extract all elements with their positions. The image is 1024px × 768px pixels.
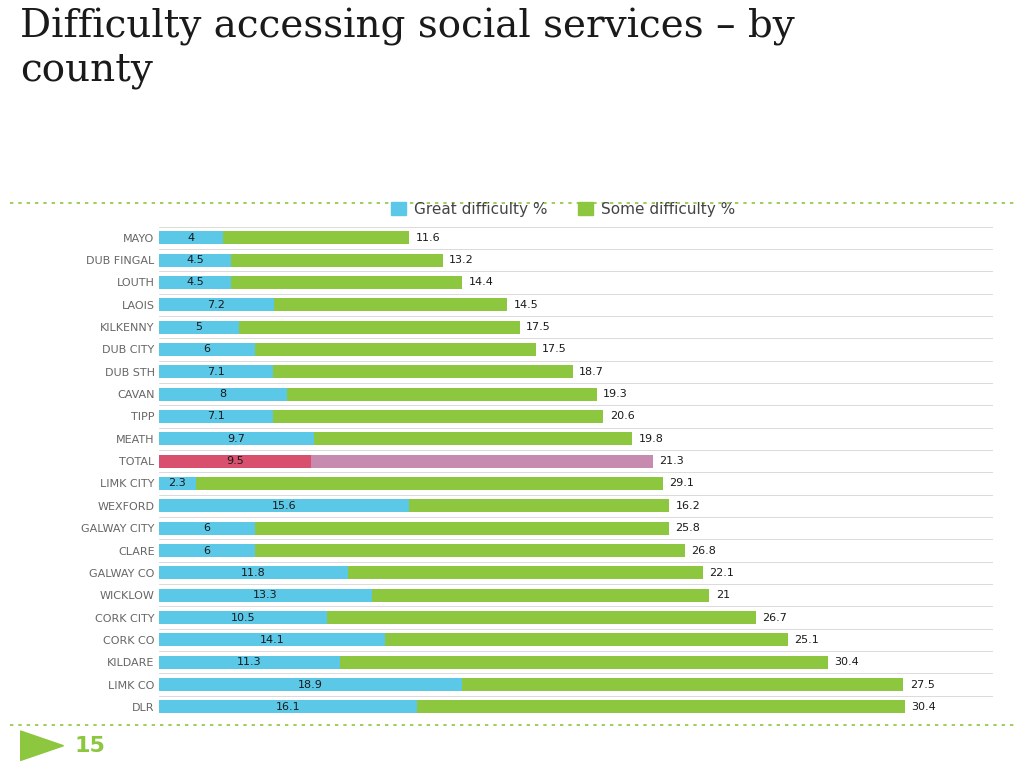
Bar [159,656,340,669]
Bar [159,700,417,713]
Bar [159,253,231,266]
Text: 11.3: 11.3 [238,657,262,667]
Bar [159,410,272,423]
Text: 7.2: 7.2 [208,300,225,310]
Text: 30.4: 30.4 [911,702,936,712]
Text: 13.2: 13.2 [450,255,474,265]
Bar [231,253,442,266]
Text: 19.3: 19.3 [603,389,628,399]
Text: 6: 6 [204,523,210,533]
Text: 9.7: 9.7 [227,434,246,444]
Text: 2.3: 2.3 [168,478,186,488]
Text: 22.1: 22.1 [710,568,734,578]
Bar [462,678,903,691]
Bar [159,678,462,691]
Text: 10.5: 10.5 [230,613,255,623]
Bar [159,231,223,244]
Text: 17.5: 17.5 [543,344,567,355]
Bar [159,544,255,557]
Text: 26.7: 26.7 [762,613,787,623]
Text: 27.5: 27.5 [909,680,935,690]
Text: 5: 5 [196,322,203,332]
Bar [348,566,702,579]
Text: 26.8: 26.8 [691,545,717,555]
Text: 4.5: 4.5 [186,255,204,265]
Text: 29.1: 29.1 [669,478,694,488]
Bar [255,544,685,557]
Bar [159,320,239,333]
Bar [223,231,409,244]
Legend: Great difficulty %, Some difficulty %: Great difficulty %, Some difficulty % [391,202,735,217]
Text: 15.6: 15.6 [271,501,296,511]
Bar [159,477,196,490]
Bar [274,298,507,311]
Polygon shape [20,731,63,760]
Text: 30.4: 30.4 [835,657,859,667]
Bar [311,455,653,468]
Text: 11.6: 11.6 [416,233,440,243]
Bar [159,298,274,311]
Text: 25.8: 25.8 [676,523,700,533]
Bar [159,634,385,647]
Text: 9.5: 9.5 [226,456,244,466]
Text: 4: 4 [187,233,195,243]
Text: 4.5: 4.5 [186,277,204,287]
Text: 11.8: 11.8 [241,568,266,578]
Text: 16.2: 16.2 [676,501,700,511]
Text: Difficulty accessing social services – by
county: Difficulty accessing social services – b… [20,8,796,89]
Bar [159,432,314,445]
Bar [239,320,520,333]
Bar [287,388,597,401]
Bar [159,499,409,512]
Bar [196,477,663,490]
Bar [159,343,255,356]
Text: 18.9: 18.9 [298,680,323,690]
Text: 19.8: 19.8 [639,434,664,444]
Text: 13.3: 13.3 [253,590,278,601]
Bar [255,521,669,535]
Bar [159,455,311,468]
Text: 14.5: 14.5 [513,300,539,310]
Bar [272,366,572,379]
Bar [231,276,462,289]
Text: 18.7: 18.7 [580,367,604,377]
Bar [314,432,632,445]
Text: 21.3: 21.3 [659,456,684,466]
Bar [159,521,255,535]
Bar [372,589,710,601]
Text: 21: 21 [716,590,730,601]
Bar [417,700,905,713]
Text: 7.1: 7.1 [207,412,224,422]
Bar [159,611,328,624]
Text: 17.5: 17.5 [526,322,551,332]
Text: 25.1: 25.1 [795,635,819,645]
Bar [159,276,231,289]
Text: 14.1: 14.1 [259,635,285,645]
Bar [272,410,603,423]
Bar [159,366,272,379]
Bar [159,589,372,601]
Text: 20.6: 20.6 [609,412,635,422]
Text: 15: 15 [74,736,105,756]
Bar [255,343,536,356]
Text: 6: 6 [204,344,210,355]
Text: 7.1: 7.1 [207,367,224,377]
Text: 16.1: 16.1 [275,702,300,712]
Bar [328,611,756,624]
Text: 8: 8 [219,389,226,399]
Bar [159,388,287,401]
Text: 14.4: 14.4 [468,277,494,287]
Bar [409,499,669,512]
Text: 6: 6 [204,545,210,555]
Bar [159,566,348,579]
Bar [340,656,828,669]
Bar [385,634,787,647]
